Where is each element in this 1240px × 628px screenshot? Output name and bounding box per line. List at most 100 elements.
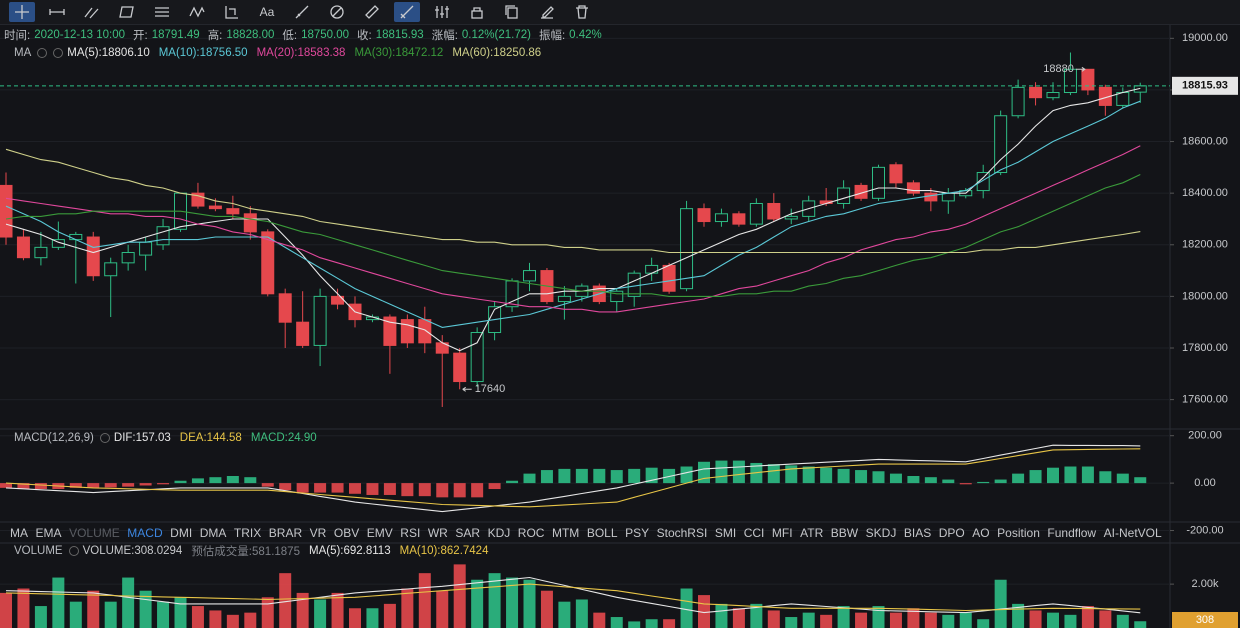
fib-tool[interactable] <box>149 2 175 22</box>
candle-body <box>837 187 851 204</box>
indicator-tab[interactable]: DPO <box>938 526 965 540</box>
toolbar: Aa <box>0 0 1240 25</box>
magnet-tool[interactable] <box>394 2 420 22</box>
indicator-tab[interactable]: WR <box>427 526 448 540</box>
copy-tool[interactable] <box>499 2 525 22</box>
indicator-tab[interactable]: OBV <box>333 526 360 540</box>
settings-icon[interactable] <box>68 546 79 556</box>
shape-tool[interactable] <box>114 2 140 22</box>
y-tick-label: 17600.00 <box>1182 394 1228 406</box>
brush-tool[interactable] <box>289 2 315 22</box>
volume-bar <box>471 579 484 628</box>
volume-bar <box>331 592 344 628</box>
volume-bar <box>261 597 274 628</box>
eye-icon[interactable] <box>37 48 48 58</box>
settings-icon[interactable] <box>99 433 110 443</box>
macd-bar <box>872 471 885 484</box>
indicator-tab[interactable]: MFI <box>771 526 793 540</box>
indicator-tab[interactable]: RSI <box>400 526 421 540</box>
volume-bar <box>1081 606 1094 628</box>
macd-bar <box>34 483 47 490</box>
indicator-tab[interactable]: Position <box>997 526 1040 540</box>
volume-bar <box>383 603 396 628</box>
wave-tool[interactable] <box>184 2 210 22</box>
legend-entry: MA(10):862.7424 <box>399 545 489 557</box>
candle-body <box>69 233 83 241</box>
indicator-tab[interactable]: VOLUME <box>69 526 120 540</box>
candle-body <box>872 166 885 199</box>
volume-bar <box>122 577 135 628</box>
legend-entry: MA(10):18756.50 <box>158 47 248 59</box>
indicator-tab[interactable]: DMA <box>199 526 227 540</box>
indicator-tab[interactable]: AO <box>972 526 990 540</box>
volume-bar <box>855 612 868 628</box>
edit-tool[interactable] <box>534 2 560 22</box>
macd-bar <box>680 466 693 484</box>
indicator-tab[interactable]: EMV <box>366 526 393 540</box>
indicator-tab[interactable]: Fundflow <box>1047 526 1097 540</box>
indicator-tool[interactable] <box>429 2 455 22</box>
indicator-tab[interactable]: BIAS <box>903 526 932 540</box>
text-tool[interactable]: Aa <box>259 5 275 19</box>
info-value: 18750.00 <box>301 29 350 41</box>
candle-body <box>1133 85 1147 93</box>
delete-tool[interactable] <box>569 2 595 22</box>
candle-body <box>714 213 728 223</box>
indicator-tab[interactable]: MA <box>10 526 28 540</box>
indicator-tab[interactable]: StochRSI <box>656 526 708 540</box>
y-tick-label: 17800.00 <box>1182 342 1228 354</box>
trend-tool[interactable] <box>79 2 105 22</box>
macd-bar <box>191 478 204 484</box>
indicator-tab[interactable]: BOLL <box>586 526 618 540</box>
candle-body <box>243 213 257 233</box>
indicator-tab[interactable]: CCI <box>743 526 765 540</box>
volume-bar <box>34 606 47 628</box>
indicator-tab[interactable]: ATR <box>800 526 824 540</box>
indicator-tab[interactable]: PSY <box>625 526 650 540</box>
lock-tool[interactable] <box>464 2 490 22</box>
volume-bar <box>69 601 82 628</box>
candle-body <box>16 236 30 259</box>
indicator-tab[interactable]: DMI <box>170 526 193 540</box>
volume-bar <box>645 619 658 628</box>
volume-bar <box>924 612 937 628</box>
macd-bar <box>1047 467 1059 484</box>
info-value: 18791.49 <box>151 29 200 41</box>
indicator-tab[interactable]: MTM <box>551 526 580 540</box>
indicator-tab[interactable]: ROC <box>517 526 545 540</box>
indicator-tab[interactable]: KDJ <box>487 526 511 540</box>
ruler-tool[interactable] <box>359 2 385 22</box>
indicator-tab[interactable]: MACD <box>127 526 163 540</box>
candle-body <box>86 236 100 277</box>
macd-bar <box>837 468 850 484</box>
candle-body <box>1081 68 1095 91</box>
crosshair-tool[interactable] <box>9 2 35 22</box>
info-value: 2020-12-13 10:00 <box>34 29 126 41</box>
macd-bar <box>244 477 257 484</box>
indicator-tab[interactable]: AI-NetVOL <box>1103 526 1162 540</box>
measure-tool[interactable] <box>219 2 245 22</box>
indicator-tab[interactable]: SMI <box>714 526 737 540</box>
y-tick-label: 18200.00 <box>1182 239 1228 251</box>
indicator-tab[interactable]: SAR <box>455 526 481 540</box>
indicator-tab[interactable]: SKDJ <box>865 526 897 540</box>
indicator-line <box>5 448 1141 508</box>
line-tool[interactable] <box>44 2 70 22</box>
volume-bar <box>174 597 187 628</box>
indicator-tab[interactable]: TRIX <box>233 526 262 540</box>
annotation-arrow <box>1075 66 1086 72</box>
indicator-tab[interactable]: VR <box>309 526 327 540</box>
macd-bar <box>994 479 1007 484</box>
volume-bar <box>732 608 745 628</box>
indicator-tab[interactable]: EMA <box>35 526 62 540</box>
eraser-tool[interactable] <box>324 2 350 22</box>
candle-body <box>278 293 292 323</box>
volume-bar <box>104 601 117 628</box>
indicator-tab[interactable]: BBW <box>830 526 859 540</box>
volume-bar <box>191 606 204 628</box>
info-value: 18815.93 <box>375 29 424 41</box>
volume-bar <box>1099 610 1112 628</box>
macd-bar <box>296 483 309 493</box>
settings-icon[interactable] <box>53 48 64 58</box>
indicator-tab[interactable]: BRAR <box>268 526 303 540</box>
